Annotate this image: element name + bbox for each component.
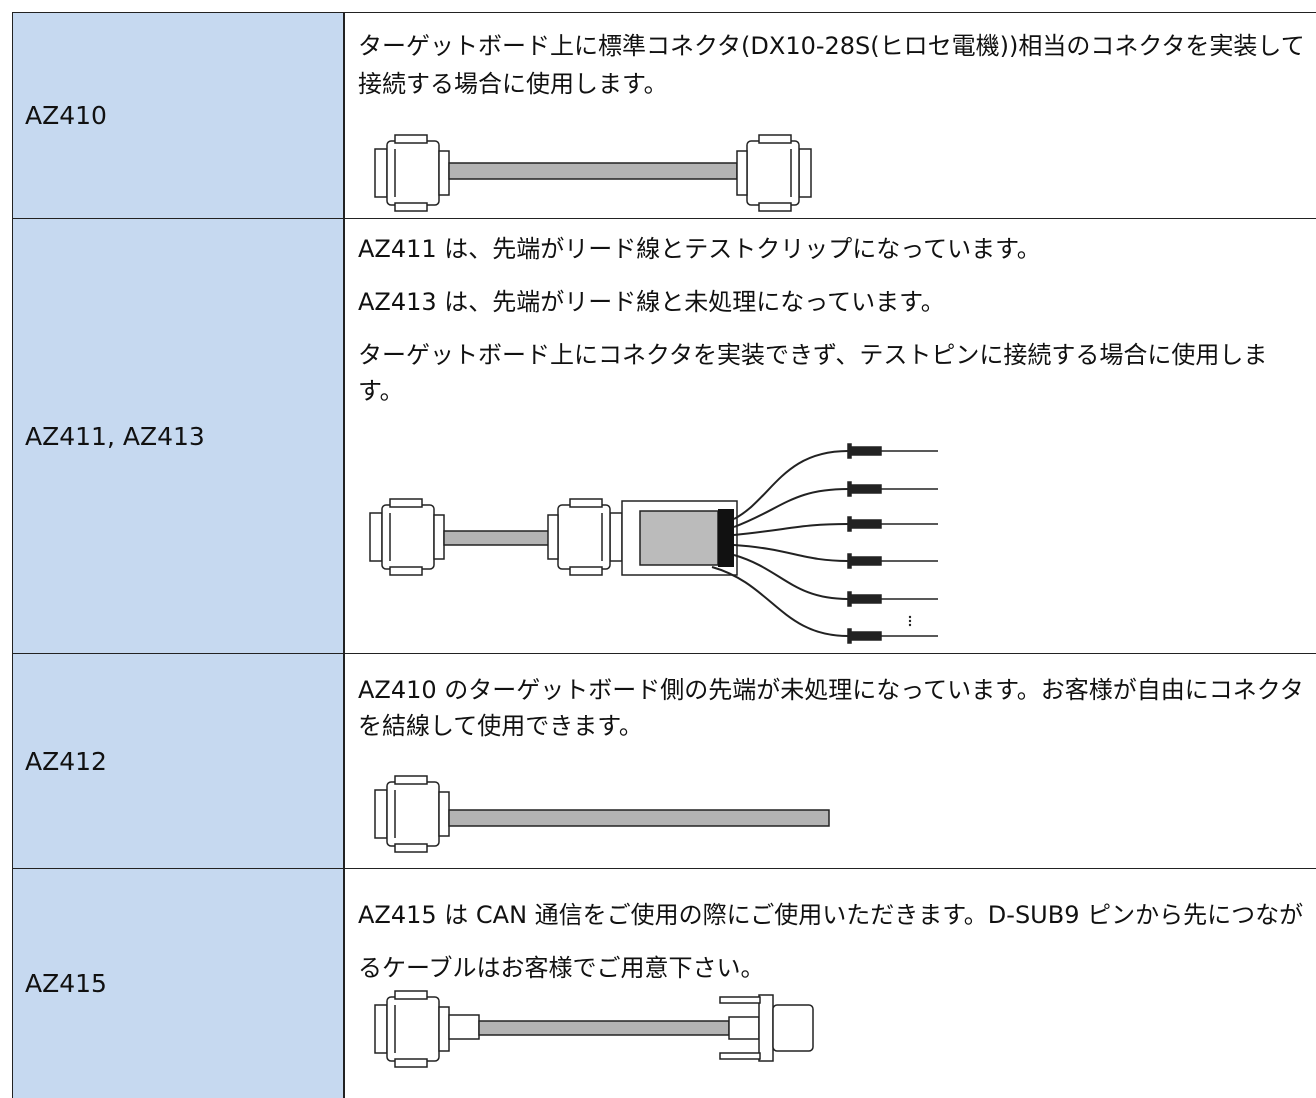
model-name: AZ412 bbox=[25, 746, 107, 776]
model-cell: AZ415 bbox=[12, 869, 345, 1098]
model-name: AZ410 bbox=[25, 101, 107, 130]
description-cell: AZ411 は、先端がリード線とテストクリップになっています。 AZ413 は、… bbox=[358, 231, 1310, 409]
description-cell: AZ415 は CAN 通信をご使用の際にご使用いただきます。D-SUB9 ピン… bbox=[358, 889, 1310, 995]
description: ターゲットボード上にコネクタを実装できず、テストピンに接続する場合に使用します。 bbox=[358, 341, 1268, 405]
table-row: AZ412 AZ410 のターゲットボード側の先端が未処理になっています。お客様… bbox=[12, 653, 1316, 868]
description: AZ413 は、先端がリード線と未処理になっています。 bbox=[358, 288, 945, 316]
table-row: AZ415 AZ415 は CAN 通信をご使用の際にご使用いただきます。D-S… bbox=[12, 868, 1316, 1098]
description-cell: ターゲットボード上に標準コネクタ(DX10-28S(ヒロセ電機))相当のコネクタ… bbox=[358, 27, 1310, 103]
cable-drawing bbox=[374, 990, 814, 1068]
description: AZ411 は、先端がリード線とテストクリップになっています。 bbox=[358, 235, 1041, 263]
description: AZ410 のターゲットボード側の先端が未処理になっています。お客様が自由にコネ… bbox=[358, 676, 1304, 740]
cable-drawing bbox=[374, 134, 812, 212]
model-name: AZ415 bbox=[25, 969, 107, 998]
cable-drawing bbox=[369, 443, 939, 644]
cable-drawing bbox=[374, 775, 830, 853]
model-cell: AZ410 bbox=[12, 13, 345, 218]
model-cell: AZ412 bbox=[12, 654, 345, 868]
description: AZ415 は CAN 通信をご使用の際にご使用いただきます。D-SUB9 ピン… bbox=[358, 901, 1304, 982]
model-name: AZ411, AZ413 bbox=[25, 421, 205, 451]
description-cell: AZ410 のターゲットボード側の先端が未処理になっています。お客様が自由にコネ… bbox=[358, 672, 1310, 744]
description: ターゲットボード上に標準コネクタ(DX10-28S(ヒロセ電機))相当のコネクタ… bbox=[358, 32, 1305, 98]
table-row: AZ411, AZ413 AZ411 は、先端がリード線とテストクリップになって… bbox=[12, 218, 1316, 653]
model-cell: AZ411, AZ413 bbox=[12, 219, 345, 653]
table-row: AZ410 ターゲットボード上に標準コネクタ(DX10-28S(ヒロセ電機))相… bbox=[12, 12, 1316, 218]
